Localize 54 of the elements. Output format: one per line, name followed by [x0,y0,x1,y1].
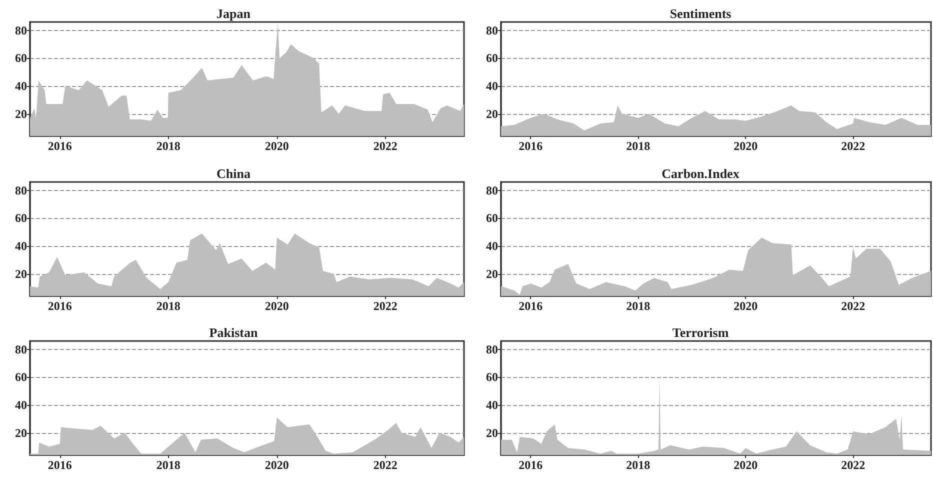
y-tick-label: 40 [15,238,27,253]
x-tick-label: 2022 [373,458,398,472]
x-tick-label: 2022 [373,298,398,313]
y-tick-label: 20 [486,266,498,280]
y-tick-label: 40 [486,78,498,93]
chart-title: Pakistan [209,325,258,340]
x-tick-label: 2020 [733,298,758,313]
y-tick-label: 80 [486,23,498,38]
x-tick-label: 2016 [518,139,542,153]
chart-title: China [216,166,251,181]
x-tick-label: 2020 [264,298,289,313]
x-tick-label: 2022 [840,298,865,313]
x-tick-label: 2016 [48,139,72,153]
x-tick-label: 2018 [626,458,650,472]
chart-title: Terrorism [672,325,728,340]
x-tick-label: 2020 [264,139,289,153]
chart-title: Carbon.Index [661,166,740,181]
x-tick-label: 2020 [733,139,758,153]
x-tick-label: 2018 [156,458,180,472]
chart-title: Japan [216,6,252,21]
x-tick-label: 2018 [156,298,180,313]
x-tick-label: 2016 [48,458,72,472]
y-tick-label: 60 [486,370,498,384]
y-tick-label: 40 [486,238,498,253]
y-tick-label: 60 [15,370,27,384]
x-tick-label: 2018 [626,298,650,313]
x-tick-label: 2016 [518,458,542,472]
y-tick-label: 20 [15,426,27,440]
y-tick-label: 80 [486,183,498,197]
x-tick-label: 2020 [264,458,289,472]
y-tick-label: 60 [486,51,498,66]
x-tick-label: 2022 [840,458,865,472]
y-tick-label: 20 [486,106,498,121]
y-tick-label: 80 [15,23,27,38]
x-tick-label: 2022 [373,139,398,153]
x-tick-label: 2020 [733,458,758,472]
y-tick-label: 80 [15,342,27,357]
x-tick-label: 2016 [518,298,542,313]
y-tick-label: 40 [486,398,498,412]
y-tick-label: 60 [15,210,27,225]
x-tick-label: 2022 [840,139,865,153]
y-tick-label: 20 [15,106,27,121]
y-tick-label: 20 [15,266,27,280]
x-tick-label: 2018 [626,139,650,153]
chart-title: Sentiments [669,6,731,21]
y-tick-label: 40 [15,78,27,93]
x-tick-label: 2016 [48,298,72,313]
y-tick-label: 40 [15,398,27,412]
y-tick-label: 60 [486,210,498,225]
y-tick-label: 60 [15,51,27,66]
y-tick-label: 80 [486,342,498,357]
y-tick-label: 80 [15,183,27,197]
x-tick-label: 2018 [156,139,180,153]
y-tick-label: 20 [486,426,498,440]
